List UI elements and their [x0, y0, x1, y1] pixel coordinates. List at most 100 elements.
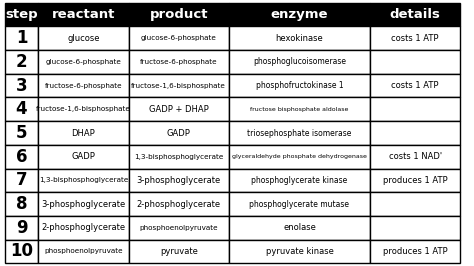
Bar [228, 74, 370, 97]
Bar [228, 3, 370, 26]
Text: glucose: glucose [67, 34, 100, 43]
Bar [129, 216, 228, 240]
Text: 2: 2 [16, 53, 27, 71]
Bar [129, 121, 228, 145]
Text: pyruvate kinase: pyruvate kinase [265, 247, 333, 256]
Text: glyceraldehyde phosphate dehydrogenase: glyceraldehyde phosphate dehydrogenase [232, 154, 367, 159]
Bar [129, 192, 228, 216]
Bar [228, 121, 370, 145]
Bar [38, 121, 129, 145]
Text: hexokinase: hexokinase [275, 34, 323, 43]
Bar [129, 240, 228, 263]
Bar [228, 169, 370, 192]
Bar [129, 97, 228, 121]
Text: fructose-6-phosphate: fructose-6-phosphate [140, 59, 218, 65]
Bar [228, 145, 370, 169]
Bar [370, 192, 460, 216]
Text: fructose-1,6-bisphosphate: fructose-1,6-bisphosphate [36, 106, 131, 112]
Text: 6: 6 [16, 148, 27, 166]
Text: details: details [390, 8, 440, 21]
Bar [5, 216, 38, 240]
Text: 7: 7 [16, 171, 27, 189]
Text: phosphoenolpyruvate: phosphoenolpyruvate [139, 225, 218, 231]
Text: 3-phosphoglycerate: 3-phosphoglycerate [41, 200, 126, 209]
Text: phosphoglucoisomerase: phosphoglucoisomerase [253, 57, 346, 66]
Bar [38, 74, 129, 97]
Bar [38, 145, 129, 169]
Text: phosphofructokinase 1: phosphofructokinase 1 [255, 81, 343, 90]
Text: triosephosphate isomerase: triosephosphate isomerase [247, 128, 352, 138]
Bar [5, 26, 38, 50]
Text: 1: 1 [16, 29, 27, 47]
Bar [38, 50, 129, 74]
Text: 2-phosphoglycerate: 2-phosphoglycerate [137, 200, 221, 209]
Bar [5, 74, 38, 97]
Text: reactant: reactant [52, 8, 115, 21]
Text: phosphoenolpyruvate: phosphoenolpyruvate [44, 248, 123, 255]
Bar [129, 50, 228, 74]
Text: 2-phosphoglycerate: 2-phosphoglycerate [41, 223, 126, 232]
Bar [228, 26, 370, 50]
Text: GADP: GADP [72, 152, 95, 161]
Text: product: product [149, 8, 208, 21]
Text: GADP + DHAP: GADP + DHAP [149, 105, 209, 114]
Bar [370, 169, 460, 192]
Text: 4: 4 [16, 100, 27, 118]
Bar [228, 240, 370, 263]
Bar [38, 240, 129, 263]
Text: step: step [5, 8, 38, 21]
Bar [38, 192, 129, 216]
Text: glucose-6-phosphate: glucose-6-phosphate [141, 35, 217, 41]
Bar [5, 121, 38, 145]
Bar [370, 216, 460, 240]
Bar [228, 50, 370, 74]
Bar [370, 97, 460, 121]
Bar [228, 192, 370, 216]
Bar [129, 74, 228, 97]
Text: 3: 3 [16, 77, 27, 95]
Text: costs 1 ATP: costs 1 ATP [392, 81, 439, 90]
Text: 3-phosphoglycerate: 3-phosphoglycerate [137, 176, 221, 185]
Text: GADP: GADP [167, 128, 191, 138]
Bar [5, 169, 38, 192]
Bar [5, 97, 38, 121]
Text: fructose bisphosphate aldolase: fructose bisphosphate aldolase [250, 107, 349, 112]
Bar [370, 3, 460, 26]
Bar [370, 50, 460, 74]
Text: phosphoglycerate kinase: phosphoglycerate kinase [251, 176, 347, 185]
Text: 10: 10 [10, 243, 33, 260]
Bar [129, 169, 228, 192]
Bar [129, 145, 228, 169]
Bar [5, 240, 38, 263]
Text: enzyme: enzyme [271, 8, 328, 21]
Bar [228, 97, 370, 121]
Bar [370, 240, 460, 263]
Text: fructose-1,6-bisphosphate: fructose-1,6-bisphosphate [131, 83, 226, 89]
Text: produces 1 ATP: produces 1 ATP [383, 247, 447, 256]
Bar [5, 192, 38, 216]
Bar [38, 97, 129, 121]
Text: 8: 8 [16, 195, 27, 213]
Text: 5: 5 [16, 124, 27, 142]
Text: 9: 9 [16, 219, 27, 237]
Text: enolase: enolase [283, 223, 316, 232]
Bar [5, 50, 38, 74]
Text: 1,3-bisphosphoglycerate: 1,3-bisphosphoglycerate [39, 177, 128, 183]
Text: glucose-6-phosphate: glucose-6-phosphate [46, 59, 121, 65]
Bar [38, 216, 129, 240]
Bar [5, 3, 38, 26]
Text: costs 1 NAD': costs 1 NAD' [389, 152, 442, 161]
Text: DHAP: DHAP [72, 128, 95, 138]
Bar [129, 3, 228, 26]
Bar [370, 74, 460, 97]
Bar [370, 26, 460, 50]
Text: fructose-6-phosphate: fructose-6-phosphate [45, 83, 122, 89]
Text: 1,3-bisphosphoglycerate: 1,3-bisphosphoglycerate [134, 154, 223, 160]
Bar [370, 145, 460, 169]
Text: produces 1 ATP: produces 1 ATP [383, 176, 447, 185]
Bar [228, 216, 370, 240]
Bar [370, 121, 460, 145]
Text: pyruvate: pyruvate [160, 247, 198, 256]
Text: costs 1 ATP: costs 1 ATP [392, 34, 439, 43]
Text: phosphoglycerate mutase: phosphoglycerate mutase [249, 200, 349, 209]
